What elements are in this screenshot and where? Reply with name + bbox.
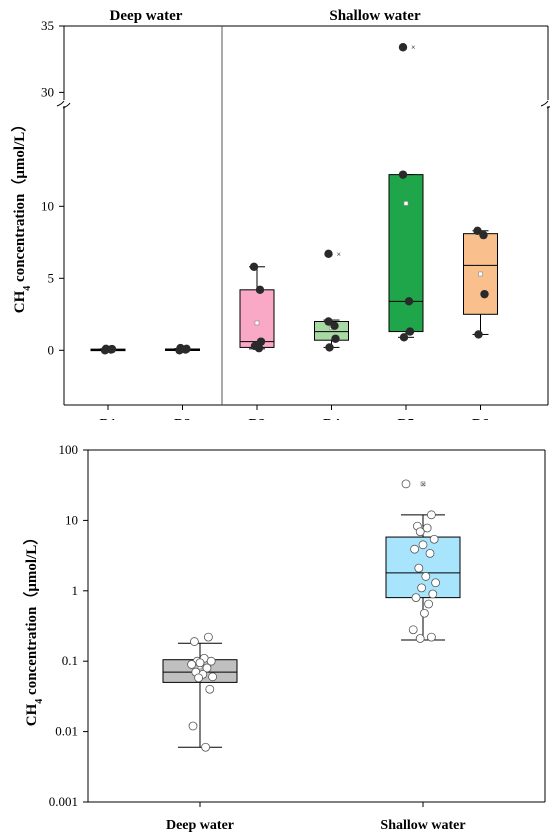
data-point (408, 625, 418, 635)
x-tick-label-d5: D5 (397, 417, 414, 420)
data-point (202, 663, 212, 673)
y-axis-title: CH4 concentration（μmol/L） (10, 117, 33, 313)
box-d6 (463, 226, 498, 339)
boxplot-by-site: Deep water Shallow water 0 5 10 30 35 CH4 conce… (10, 8, 550, 420)
data-point (188, 721, 198, 731)
boxplot-by-depth: 100 10 1 0.1 0.01 0.001 CH4 concentration（μmol… (22, 442, 546, 833)
outlier-marker: × (411, 43, 416, 52)
x-tick-label: Shallow water (380, 818, 465, 833)
data-point (189, 637, 199, 646)
y-tick-label: 10 (65, 512, 78, 527)
data-point (404, 297, 414, 306)
outlier-point (324, 249, 333, 259)
x-tick-label: Deep water (166, 818, 234, 833)
y-tick-label: 5 (48, 270, 55, 285)
mean-marker (478, 271, 483, 277)
data-point (480, 289, 489, 299)
data-point (419, 608, 429, 618)
data-point (473, 226, 482, 235)
x-tick-label-d2: D2 (174, 417, 191, 420)
group-label-shallow: Shallow water (329, 8, 421, 24)
data-point (331, 334, 340, 343)
y-tick-label: 10 (41, 198, 54, 213)
box-d1 (90, 344, 126, 355)
y-tick-label: 0.1 (62, 653, 78, 668)
box-iqr (388, 174, 424, 333)
y-tick-label: 0.01 (55, 724, 78, 739)
data-point (194, 673, 204, 683)
x-tick-label-d6: D6 (472, 417, 489, 420)
data-point (410, 544, 420, 554)
data-point (254, 343, 264, 353)
data-point (399, 333, 409, 342)
y-tick-label: 35 (41, 18, 54, 33)
y-axis-title: CH4 concentration（μmol/L） (22, 530, 45, 726)
data-point (431, 578, 441, 588)
axis-break-left (56, 100, 71, 109)
x-tick-label-d1: D1 (99, 417, 116, 420)
mean-marker (254, 320, 260, 326)
y-tick-label: 1 (72, 583, 79, 598)
data-point (206, 656, 216, 666)
data-point (422, 523, 432, 533)
data-point (324, 317, 333, 326)
data-point (479, 230, 488, 240)
data-point (428, 589, 438, 599)
data-point (201, 742, 211, 752)
data-point (255, 285, 265, 295)
data-point (418, 540, 428, 550)
data-point (398, 170, 408, 179)
data-point (176, 343, 185, 353)
axis-break-gap-left (57, 100, 71, 106)
data-point (101, 344, 111, 354)
box-d5: × (388, 43, 424, 342)
y-tick-label: 100 (59, 442, 79, 457)
data-point (330, 321, 339, 331)
data-point (208, 672, 218, 682)
data-point (203, 632, 213, 642)
data-point (417, 583, 427, 593)
box-shallow-water: × (385, 479, 461, 643)
x-tick-label-d3: D3 (248, 417, 265, 420)
data-point (187, 660, 197, 669)
data-point (414, 563, 424, 573)
data-point (405, 327, 415, 336)
data-point (411, 593, 421, 603)
data-point (424, 599, 434, 609)
data-point (249, 262, 259, 271)
box-deep-water (162, 632, 238, 752)
y-tick-label: 0.001 (49, 794, 78, 809)
outlier-point (398, 43, 408, 52)
axis-break-right (540, 100, 550, 109)
data-point (256, 337, 266, 346)
data-point (429, 534, 439, 544)
box-d2 (165, 343, 200, 355)
data-point (426, 632, 436, 642)
box-d4: × (314, 249, 349, 352)
box-iqr (239, 289, 275, 348)
data-point (415, 634, 425, 643)
outlier-marker: × (421, 480, 426, 489)
box-d3 (239, 262, 275, 353)
outlier-marker: × (337, 250, 342, 259)
data-point (107, 344, 117, 354)
data-point (195, 658, 205, 668)
data-point (425, 548, 435, 558)
y-tick-label: 0 (48, 342, 55, 357)
data-point (474, 330, 483, 339)
mean-marker (403, 201, 409, 206)
data-point (421, 572, 431, 581)
mean-marker (420, 481, 426, 487)
data-point (426, 510, 436, 520)
data-point (205, 684, 215, 694)
data-point (325, 343, 334, 352)
group-label-deep: Deep water (110, 8, 183, 24)
data-point (415, 527, 425, 537)
outlier-point (401, 479, 411, 489)
x-tick-label-d4: D4 (323, 417, 340, 420)
y-tick-label: 30 (41, 84, 54, 99)
